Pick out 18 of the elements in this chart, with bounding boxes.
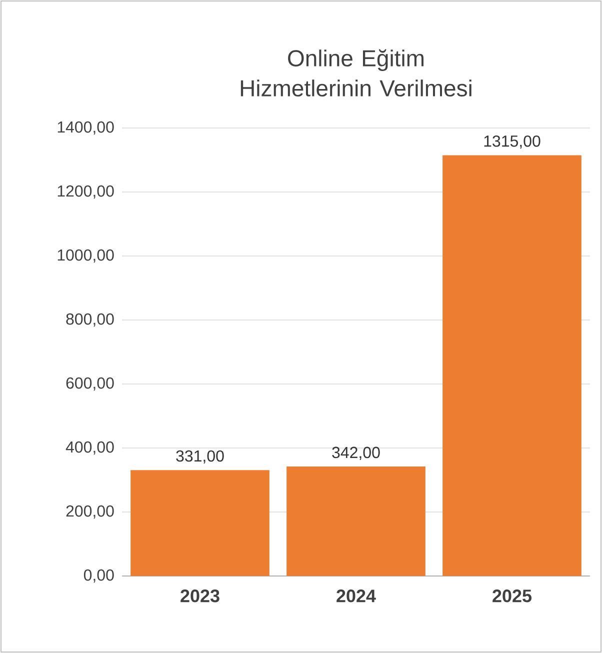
x-tick-label: 2024 [336, 590, 376, 602]
y-tick-label: 0,00 [84, 569, 114, 583]
y-tick-label: 800,00 [66, 313, 114, 327]
x-tick-label: 2025 [492, 590, 532, 602]
y-tick-label: 1000,00 [58, 249, 114, 263]
y-tick-label: 1200,00 [58, 185, 114, 199]
data-label: 342,00 [332, 446, 380, 460]
bar [442, 155, 582, 576]
y-tick-label: 400,00 [66, 441, 114, 455]
bar [286, 466, 426, 576]
data-label: 331,00 [176, 450, 224, 464]
y-tick-label: 600,00 [66, 377, 114, 391]
y-tick-label: 1400,00 [58, 121, 114, 135]
bar [130, 470, 270, 576]
chart-title: Online Eğitim Hizmetlerinin Verilmesi [240, 49, 472, 96]
x-tick-label: 2023 [180, 590, 220, 602]
data-label: 1315,00 [484, 135, 540, 149]
y-tick-label: 200,00 [66, 505, 114, 519]
